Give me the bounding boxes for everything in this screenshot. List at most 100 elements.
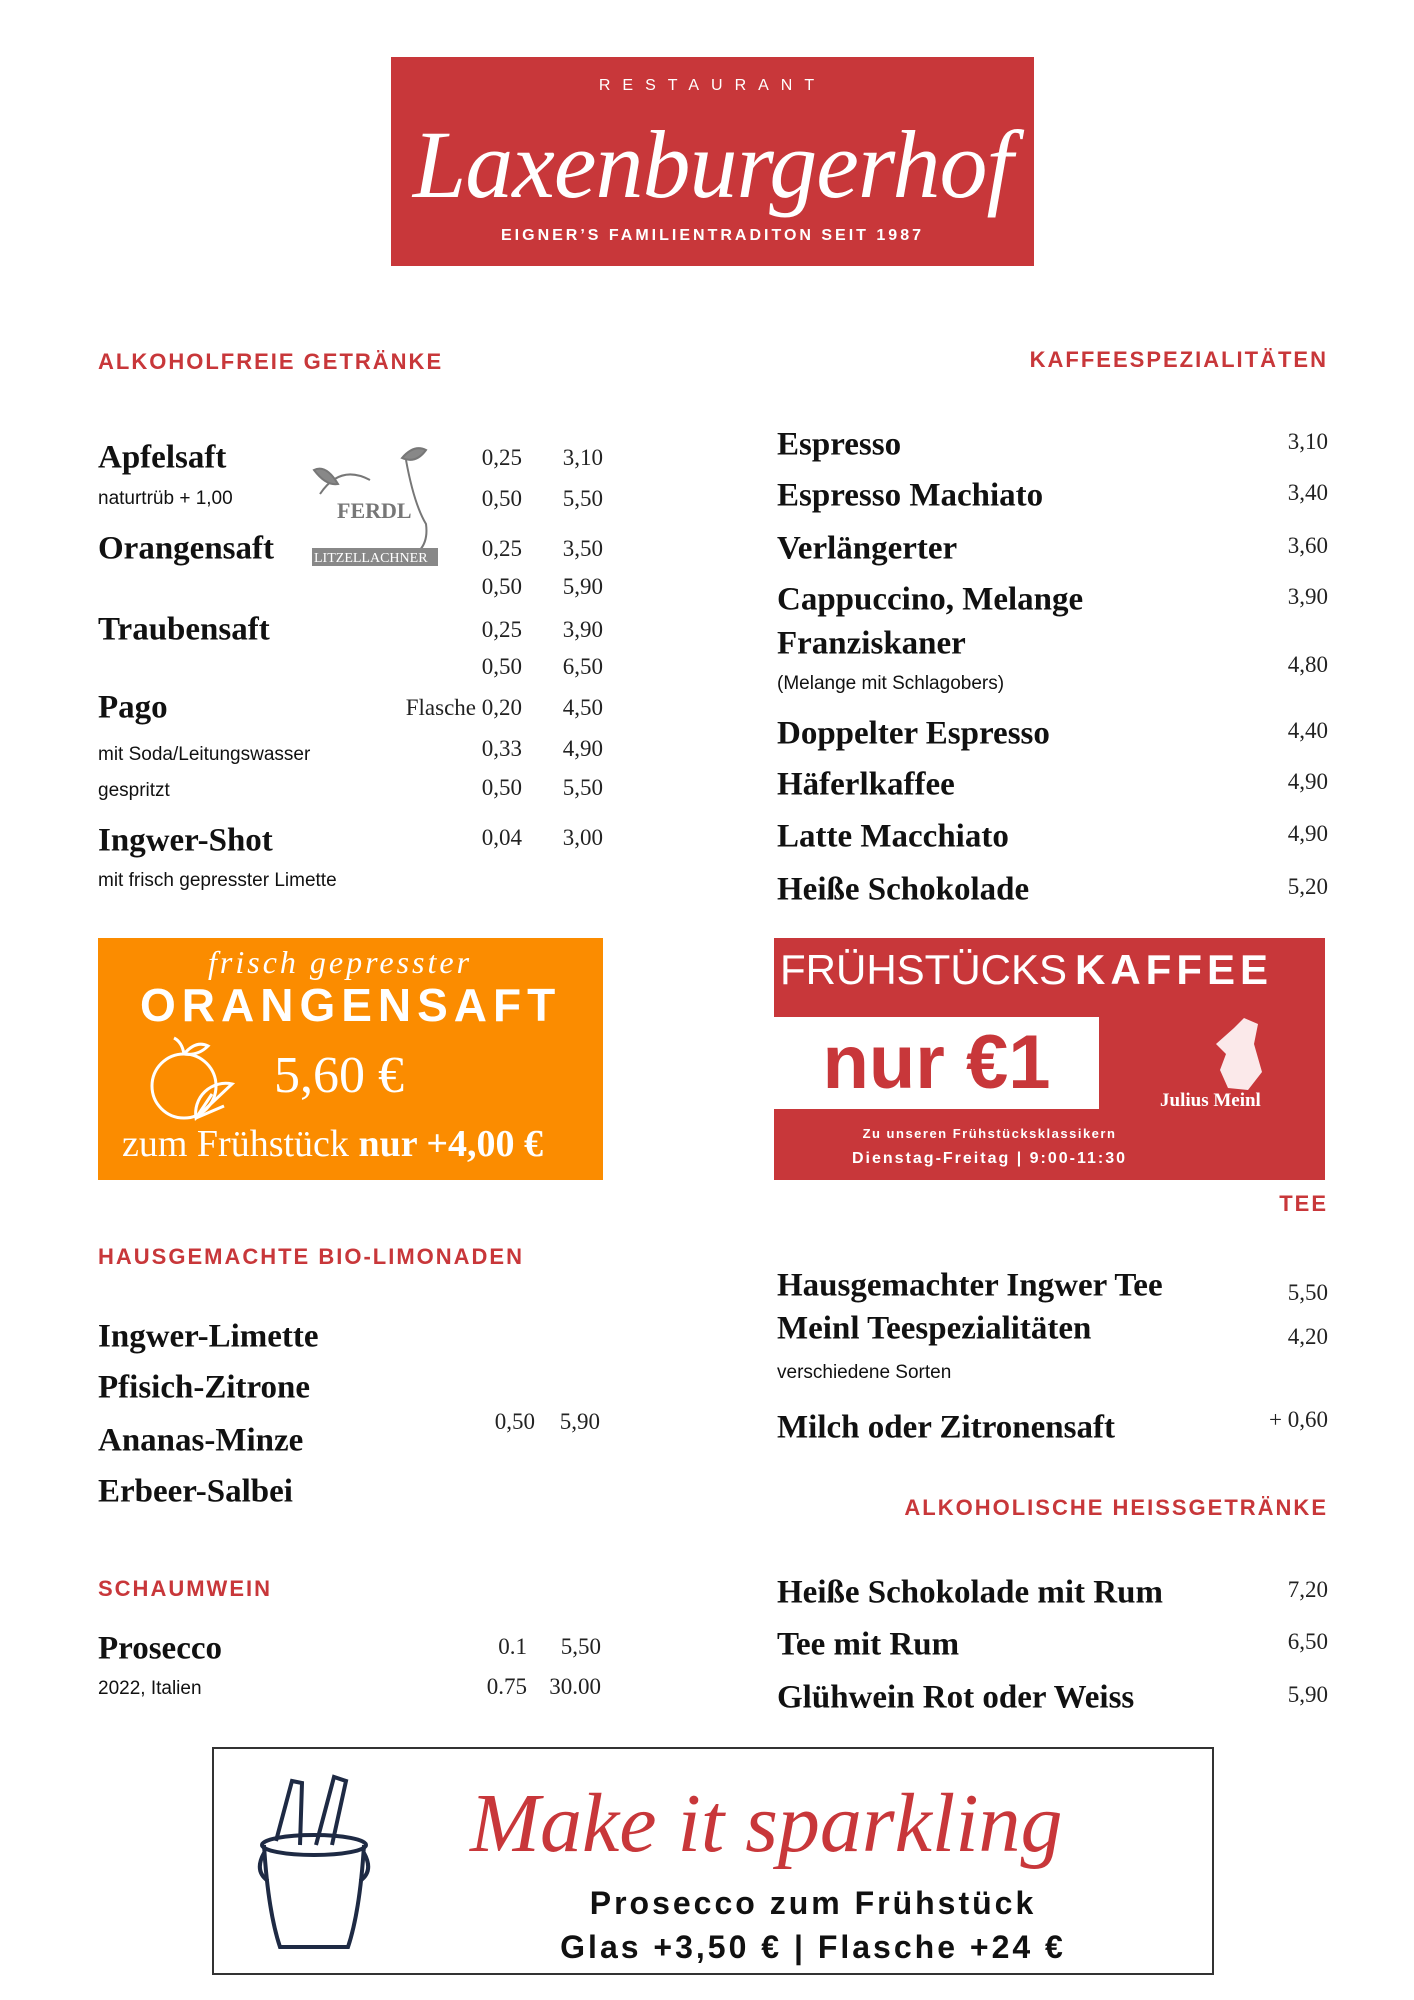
item-price: 6,50 <box>1287 1629 1328 1654</box>
item-name: Heiße Schokolade mit Rum <box>777 1574 1163 1611</box>
item-name: Latte Macchiato <box>777 818 1009 855</box>
item-volume: 0,50 <box>494 1409 535 1434</box>
item-name: Espresso <box>777 426 902 463</box>
item-name: Ananas-Minze <box>98 1422 304 1459</box>
item-volume: 0,50 <box>481 574 522 599</box>
item-price: 5,50 <box>562 775 603 800</box>
item-name: Cappuccino, Melange <box>777 581 1084 618</box>
promo-price: nur €1 <box>774 1017 1099 1109</box>
promo-script: frisch gepresster <box>208 944 473 980</box>
item-price: 3,50 <box>562 536 603 561</box>
item-price: 4,90 <box>562 736 603 761</box>
item-price: 4,40 <box>1287 718 1328 743</box>
logo-name: Laxenburgerhof <box>412 111 1013 218</box>
item-note: naturtrüb + 1,00 <box>98 488 233 509</box>
sparkling-promo: Make it sparkling Prosecco zum Frühstück… <box>212 1747 1214 1975</box>
item-price: 3,90 <box>1287 584 1328 609</box>
promo-title-light: FRÜHSTÜCKS <box>780 946 1068 993</box>
item-price: 30.00 <box>549 1674 601 1699</box>
item-name: Tee mit Rum <box>777 1626 960 1663</box>
item-price: 5,20 <box>1287 874 1328 899</box>
item-volume: 0.75 <box>486 1674 527 1699</box>
champagne-bucket-icon <box>257 1774 371 1949</box>
item-name: Häferlkaffee <box>777 766 955 803</box>
item-price: 5,90 <box>1287 1682 1328 1707</box>
item-volume: 0,25 <box>481 445 522 470</box>
section-title: TEE <box>1279 1191 1328 1216</box>
promo-brand: Julius Meinl <box>1160 1090 1261 1111</box>
ferdl-logo: FERDL LITZELLACHNER <box>312 447 438 566</box>
item-name: Franziskaner <box>777 625 966 662</box>
promo-line2: Dienstag-Freitag | 9:00-11:30 <box>852 1150 1127 1167</box>
item-price: 5,50 <box>560 1634 601 1659</box>
item-price: 6,50 <box>562 654 603 679</box>
item-volume: 0,50 <box>481 654 522 679</box>
logo-restaurant: RESTAURANT <box>598 77 827 94</box>
item-volume: 0,04 <box>481 825 522 850</box>
item-name: Ingwer-Limette <box>98 1318 319 1355</box>
item-price: 3,60 <box>1287 533 1328 558</box>
item-price: 5,90 <box>559 1409 600 1434</box>
item-price: 4,20 <box>1287 1324 1328 1349</box>
item-note: (Melange mit Schlagobers) <box>777 673 1005 694</box>
item-price: + 0,60 <box>1269 1407 1328 1432</box>
julius-meinl-logo-icon <box>1216 1018 1262 1090</box>
section-title: SCHAUMWEIN <box>98 1576 272 1601</box>
section-title: ALKOHOLISCHE HEISSGETRÄNKE <box>904 1495 1328 1520</box>
item-note: mit frisch gepresster Limette <box>98 870 337 891</box>
brand-sub: LITZELLACHNER <box>314 551 428 566</box>
item-volume: Flasche 0,20 <box>405 695 522 720</box>
item-name: Pfisich-Zitrone <box>98 1369 311 1406</box>
item-note: mit Soda/Leitungswasser <box>98 744 311 765</box>
promo-line: zum Frühstück <box>122 1123 349 1165</box>
item-name: Glühwein Rot oder Weiss <box>777 1679 1135 1716</box>
item-name: Verlängerter <box>777 530 958 567</box>
logo-tagline: EIGNER’S FAMILIENTRADITON SEIT 1987 <box>501 227 924 244</box>
promo-line-bold: nur +4,00 € <box>358 1123 544 1165</box>
orange-icon <box>150 1036 236 1122</box>
item-price: 5,50 <box>1287 1280 1328 1305</box>
item-name: Meinl Teespezialitäten <box>777 1310 1092 1347</box>
sparkling-line1: Prosecco zum Frühstück <box>589 1885 1037 1921</box>
item-name: Milch oder Zitronensaft <box>777 1409 1115 1446</box>
item-price: 7,20 <box>1287 1577 1328 1602</box>
item-volume: 0,25 <box>481 617 522 642</box>
sparkling-line2: Glas +3,50 € | Flasche +24 € <box>560 1929 1066 1965</box>
item-volume: 0,50 <box>481 775 522 800</box>
item-price: 3,40 <box>1287 480 1328 505</box>
item-price: 5,90 <box>562 574 603 599</box>
item-name: Ingwer-Shot <box>98 822 273 859</box>
promo-price: 5,60 € <box>274 1047 404 1104</box>
item-price: 5,50 <box>562 486 603 511</box>
section-title: KAFFEESPEZIALITÄTEN <box>1029 347 1328 372</box>
item-name: Orangensaft <box>98 530 274 567</box>
orange-juice-promo: frisch gepresster ORANGENSAFT 5,60 € zum… <box>98 938 603 1180</box>
sparkling-script: Make it sparkling <box>470 1777 1063 1870</box>
coffee-promo: FRÜHSTÜCKS KAFFEE nur €1 Julius Meinl Zu … <box>774 938 1325 1180</box>
item-price: 4,90 <box>1287 769 1328 794</box>
item-volume: 0.1 <box>498 1634 527 1659</box>
item-price: 3,10 <box>1287 429 1328 454</box>
brand-name: FERDL <box>337 498 412 523</box>
promo-line1: Zu unseren Frühstücksklassikern <box>862 1126 1117 1141</box>
section-title: ALKOHOLFREIE GETRÄNKE <box>98 349 444 374</box>
item-name: Doppelter Espresso <box>777 715 1050 752</box>
restaurant-logo: RESTAURANT Laxenburgerhof EIGNER’S FAMIL… <box>391 57 1034 266</box>
item-price: 4,80 <box>1287 652 1328 677</box>
item-price: 3,00 <box>562 825 603 850</box>
item-volume: 0,50 <box>481 486 522 511</box>
item-price: 3,90 <box>562 617 603 642</box>
item-name: Erbeer-Salbei <box>98 1473 293 1510</box>
item-name: Heiße Schokolade <box>777 871 1030 908</box>
promo-title-bold: KAFFEE <box>1075 946 1274 993</box>
item-note: gespritzt <box>98 780 170 801</box>
item-volume: 0,25 <box>481 536 522 561</box>
item-price: 4,50 <box>562 695 603 720</box>
item-name: Prosecco <box>98 1630 222 1667</box>
item-price: 4,90 <box>1287 821 1328 846</box>
item-note: verschiedene Sorten <box>777 1362 952 1383</box>
section-title: HAUSGEMACHTE BIO-LIMONADEN <box>98 1244 524 1269</box>
item-volume: 0,33 <box>481 736 522 761</box>
item-note: 2022, Italien <box>98 1678 202 1699</box>
item-name: Espresso Machiato <box>777 477 1044 514</box>
